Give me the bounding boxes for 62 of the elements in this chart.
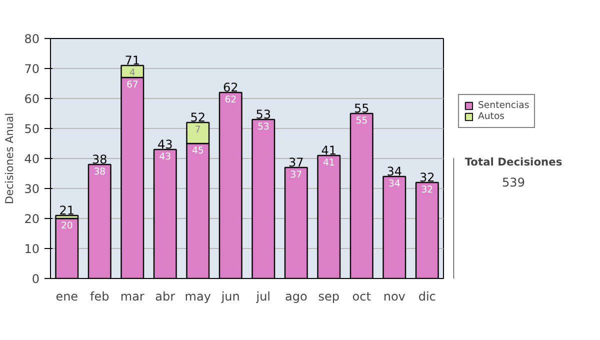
total-label: 41	[321, 144, 337, 158]
total-label: 37	[288, 156, 304, 170]
total-label: 43	[157, 138, 173, 152]
y-tick-label: 70	[24, 62, 40, 76]
bar	[252, 118, 276, 278]
y-tick-label: 20	[24, 212, 40, 226]
total-label: 34	[386, 164, 402, 178]
x-tick-label: jun	[220, 290, 240, 304]
data-label: 53	[257, 122, 270, 132]
data-label: 20	[60, 220, 73, 232]
data-label: 41	[322, 158, 335, 168]
y-tick-label: 50	[24, 122, 40, 136]
x-tick-label: oct	[352, 290, 372, 304]
x-tick-label: dic	[418, 290, 436, 304]
total-label: 52	[190, 110, 206, 124]
data-label: 55	[356, 116, 368, 126]
bar	[382, 176, 406, 278]
x-tick-label: jul	[255, 290, 271, 304]
data-label: 34	[388, 178, 400, 190]
total-label: 53	[256, 108, 272, 122]
x-tick-label: abr	[155, 290, 176, 304]
total-label: 62	[222, 80, 238, 94]
text: Total Decisiones	[464, 156, 562, 168]
data-label: 32	[421, 184, 434, 196]
total-label: 21	[59, 204, 75, 218]
y-tick-label: 60	[24, 92, 40, 106]
total-label: 38	[92, 152, 108, 166]
data-label: 38	[94, 166, 106, 178]
total-label: 32	[419, 170, 435, 184]
bar	[415, 182, 439, 278]
bar	[350, 112, 374, 278]
bar	[55, 218, 79, 278]
x-tick-label: sep	[318, 290, 340, 304]
data-label: 7	[194, 124, 201, 136]
y-tick-label: 80	[24, 32, 40, 46]
total-label: 71	[124, 54, 140, 68]
data-label: 43	[159, 152, 172, 162]
data-label: 4	[129, 68, 136, 78]
bar	[317, 154, 341, 278]
legend-label: Sentencias	[478, 100, 530, 111]
data-label: 62	[224, 94, 237, 106]
y-tick-label: 30	[24, 182, 40, 196]
data-label: 67	[126, 80, 138, 90]
x-tick-label: mar	[120, 290, 144, 304]
x-tick-label: nov	[383, 290, 406, 304]
legend-label: Autos	[478, 111, 505, 122]
x-tick-label: feb	[90, 290, 110, 304]
data-label: 37	[290, 170, 302, 180]
y-tick-label: 0	[32, 272, 40, 286]
bar	[284, 166, 308, 278]
x-tick-label: ago	[284, 290, 308, 304]
y-tick-label: 40	[24, 152, 40, 166]
y-tick-label: 10	[24, 242, 40, 256]
x-tick-label: may	[184, 290, 211, 304]
total-label: 55	[354, 102, 370, 116]
bar	[153, 148, 177, 278]
bar	[218, 92, 242, 278]
x-tick-label: ene	[56, 290, 78, 304]
y-axis-title: Decisiones Anual	[3, 112, 16, 204]
bar	[88, 164, 112, 278]
text: 539	[502, 176, 525, 190]
data-label: 45	[192, 146, 204, 156]
